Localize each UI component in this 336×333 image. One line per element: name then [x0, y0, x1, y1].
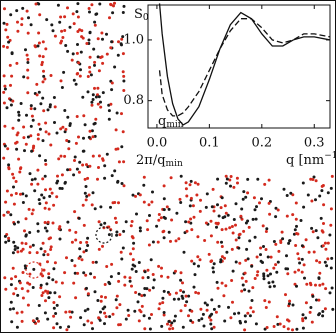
annotation-sub: min [166, 159, 183, 169]
x-tick-label: 0.1 [199, 136, 220, 151]
y-axis-label-sub: 0 [143, 13, 149, 23]
data-line [158, 18, 331, 117]
x-tick-label: 0.2 [251, 136, 272, 151]
annotation: qmin [158, 114, 184, 130]
y-axis-label-text: S [134, 7, 143, 22]
plot-frame [147, 4, 331, 129]
annotation-text: q [158, 114, 166, 129]
y-tick-label: 1.0 [123, 32, 144, 47]
annotation-sub: min [166, 120, 183, 130]
annotation: 2π/qmin [136, 153, 183, 169]
scale-circle [95, 226, 113, 244]
x-tick-label: 0.3 [304, 136, 325, 151]
data-line [158, 3, 331, 126]
x-axis-label-text: q [nm [286, 153, 324, 168]
y-tick-label: 0.8 [123, 93, 144, 108]
x-tick-label: 0.0 [147, 136, 168, 151]
annotation-text: 2π/q [136, 153, 166, 168]
y-axis-label: S0 [134, 7, 149, 23]
x-axis-label-sup: −1 [324, 151, 336, 161]
scale-circle [25, 261, 43, 279]
x-axis-label: q [nm−1] [286, 151, 336, 168]
